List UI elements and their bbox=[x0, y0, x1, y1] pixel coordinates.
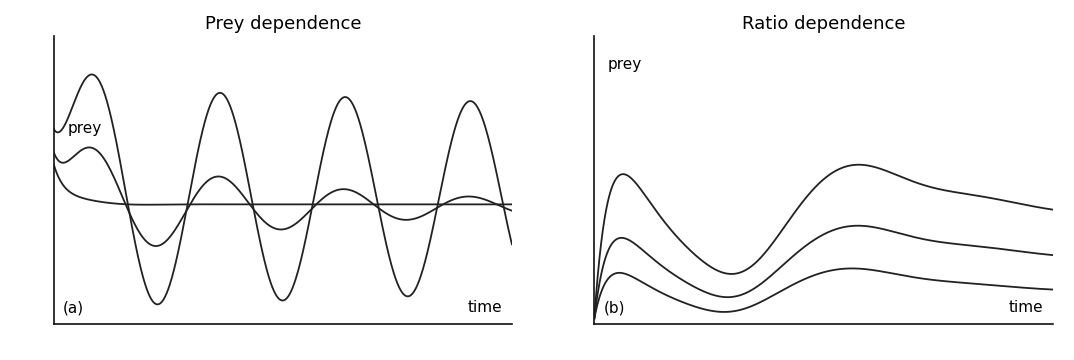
Text: time: time bbox=[468, 300, 503, 315]
Text: (b): (b) bbox=[604, 300, 625, 315]
Text: prey: prey bbox=[68, 121, 102, 136]
Text: (a): (a) bbox=[63, 300, 84, 315]
Text: time: time bbox=[1008, 300, 1043, 315]
Text: prey: prey bbox=[608, 57, 642, 72]
Title: Ratio dependence: Ratio dependence bbox=[742, 15, 905, 33]
Title: Prey dependence: Prey dependence bbox=[204, 15, 361, 33]
